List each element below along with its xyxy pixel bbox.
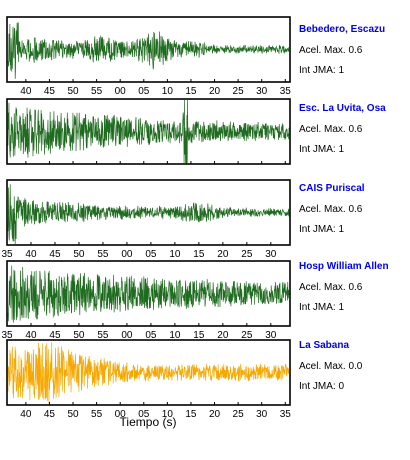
station-name: CAIS Puriscal [299,183,365,194]
x-tick-label: 50 [67,409,79,420]
waveform-trace [7,184,290,245]
x-tick-label: 05 [145,249,157,260]
x-tick-label: 15 [185,86,197,97]
x-tick-label: 00 [121,330,133,341]
waveform-trace [7,22,290,79]
x-tick-label: 25 [241,330,253,341]
x-tick-label: 05 [138,409,150,420]
panel-frame [6,16,291,83]
x-tick-label: 30 [256,409,268,420]
x-tick-label: 10 [162,409,174,420]
panel-1: 40 45 50 55 00 05 10 15 20 25 30 35 [6,16,292,97]
station-name: Bebedero, Escazu [299,24,386,35]
panel-3: 35 40 45 50 55 00 05 10 15 20 25 30 [1,179,291,260]
x-tick-label: 45 [49,249,61,260]
x-tick-label: 15 [193,249,205,260]
x-tick-label: 40 [25,330,37,341]
jma-intensity: Int JMA: 1 [299,302,345,313]
panel-frame [6,339,291,406]
x-tick-label: 25 [233,409,245,420]
x-tick-label: 35 [1,249,13,260]
x-tick-label: 55 [97,249,109,260]
station-name: Hosp William Allen [299,261,389,272]
accel-max: Acel. Max. 0.6 [299,204,363,215]
x-tick-label: 05 [138,86,150,97]
panel-frame [6,98,291,165]
x-tick-label: 55 [97,330,109,341]
waveform-trace [7,342,290,403]
x-tick-label: 45 [49,330,61,341]
x-tick-label: 30 [265,330,277,341]
x-tick-label: 15 [193,330,205,341]
x-tick-label: 50 [73,330,85,341]
accel-max: Acel. Max. 0.0 [299,361,363,372]
x-tick-label: 35 [280,86,292,97]
x-tick-label: 00 [121,249,133,260]
x-tick-label: 15 [185,409,197,420]
panel-frame [6,179,291,246]
x-tick-label: 00 [115,409,127,420]
x-tick-label: 35 [1,330,13,341]
accel-max: Acel. Max. 0.6 [299,124,363,135]
x-tick-label: 25 [241,249,253,260]
x-tick-label: 50 [73,249,85,260]
x-tick-label: 25 [233,86,245,97]
x-tick-label: 40 [20,86,32,97]
x-tick-label: 10 [162,86,174,97]
x-tick-label: 50 [67,86,79,97]
station-name: Esc. La Uvita, Osa [299,103,386,114]
x-tick-label: 20 [209,86,221,97]
x-tick-label: 00 [115,86,127,97]
panel-frame [6,260,291,327]
panel-2 [6,98,291,165]
station-name: La Sabana [299,340,350,351]
waveform-trace [7,265,290,323]
x-tick-label: 55 [91,409,103,420]
x-tick-label: 10 [169,249,181,260]
x-tick-label: 35 [280,409,292,420]
x-tick-label: 30 [265,249,277,260]
x-tick-label: 05 [145,330,157,341]
x-tick-label: 10 [169,330,181,341]
x-tick-label: 20 [209,409,221,420]
x-tick-label: 20 [217,249,229,260]
jma-intensity: Int JMA: 1 [299,65,345,76]
accel-max: Acel. Max. 0.6 [299,282,363,293]
x-tick-label: 45 [44,86,56,97]
x-tick-label: 55 [91,86,103,97]
x-tick-label: 40 [25,249,37,260]
x-axis-label: Tiempo (s) [119,415,177,429]
accel-max: Acel. Max. 0.6 [299,45,363,56]
panel-5: 40 45 50 55 00 05 10 15 20 25 30 35 [6,339,292,420]
waveform-trace [7,99,290,164]
panel-4: 35 40 45 50 55 00 05 10 15 20 25 30 [1,260,291,341]
jma-intensity: Int JMA: 0 [299,381,345,392]
x-tick-label: 45 [44,409,56,420]
x-tick-label: 40 [20,409,32,420]
x-tick-label: 30 [256,86,268,97]
jma-intensity: Int JMA: 1 [299,224,345,235]
jma-intensity: Int JMA: 1 [299,144,345,155]
x-tick-label: 20 [217,330,229,341]
